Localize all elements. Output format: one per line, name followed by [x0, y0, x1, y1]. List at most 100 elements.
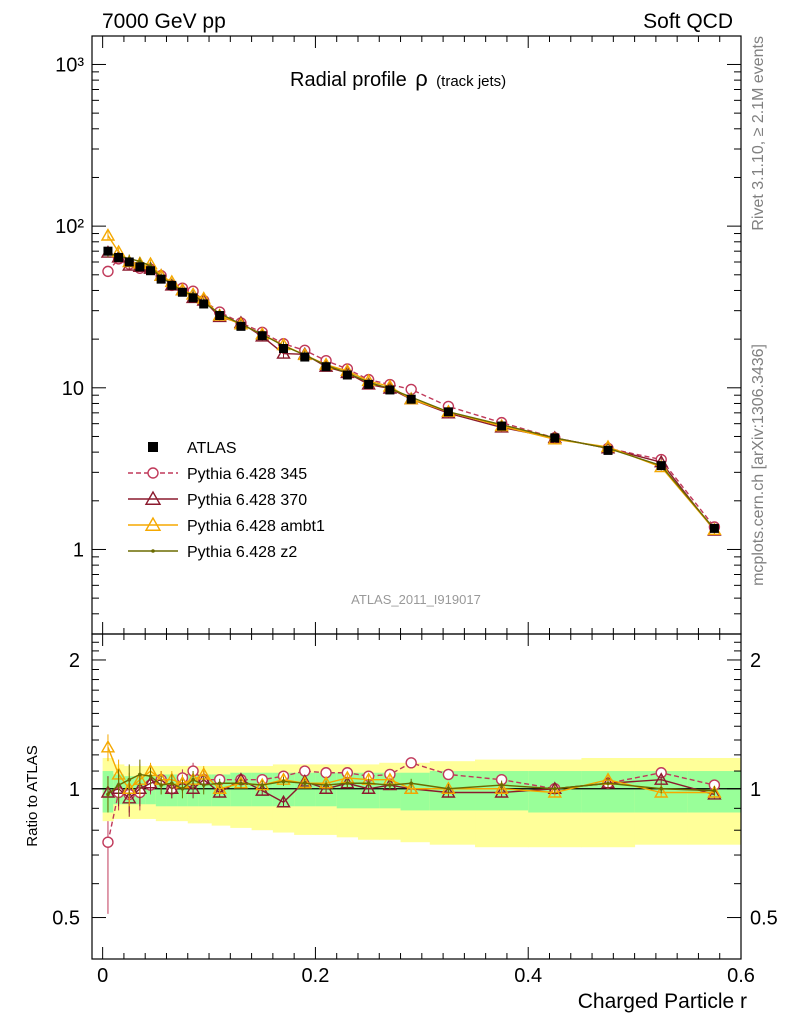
data-point: [135, 262, 145, 272]
data-point: [257, 331, 267, 341]
data-point: [106, 792, 110, 797]
data-point: [497, 421, 507, 431]
ratio-tick-label-left: 0.5: [52, 908, 80, 930]
y-tick-label: 10: [62, 378, 84, 400]
data-point: [151, 549, 155, 553]
data-point: [388, 783, 392, 787]
y-tick-label: 10³: [55, 54, 84, 76]
x-tick-label: 0.6: [727, 965, 755, 987]
data-point: [143, 775, 158, 789]
legend-entry: Pythia 6.428 345: [128, 466, 307, 483]
data-point: [102, 836, 114, 848]
data-point: [276, 794, 291, 808]
data-point: [446, 786, 451, 791]
data-point: [100, 228, 116, 241]
data-point: [405, 757, 417, 769]
main-panel: Radial profile ρ (track jets) ATLAS_2011…: [55, 35, 742, 635]
data-point: [138, 259, 142, 264]
data-point: [409, 781, 413, 786]
data-point: [103, 246, 113, 256]
data-point: [201, 783, 206, 787]
data-point: [321, 362, 331, 372]
data-point: [116, 783, 121, 787]
series-2: [100, 228, 722, 536]
legend-entry: Pythia 6.428 370: [128, 490, 307, 509]
data-point: [653, 785, 669, 798]
ratio-series-line: [107, 747, 715, 794]
data-point: [191, 777, 195, 782]
data-point: [217, 781, 222, 786]
data-point: [345, 781, 350, 786]
data-point: [606, 781, 610, 786]
data-point: [302, 781, 307, 786]
legend-label: Pythia 6.428 z2: [187, 544, 297, 561]
header-right: Soft QCD: [643, 10, 733, 33]
data-point: [188, 293, 198, 303]
x-axis-label: Charged Particle r: [578, 990, 747, 1013]
data-point: [547, 785, 563, 798]
data-point: [281, 779, 286, 784]
main-title-symbol: ρ: [415, 66, 428, 91]
legend-label: Pythia 6.428 ambt1: [187, 518, 325, 535]
legend-label: Pythia 6.428 345: [187, 466, 307, 483]
ratio-series-line: [107, 773, 715, 795]
data-point: [148, 774, 153, 778]
data-point: [707, 787, 722, 800]
data-point: [177, 287, 187, 297]
main-title: Radial profile ρ (track jets): [290, 66, 506, 91]
data-point: [553, 786, 557, 791]
data-point: [159, 783, 163, 787]
data-point: [406, 394, 416, 404]
data-point: [102, 265, 114, 278]
x-tick-label: 0: [97, 965, 108, 987]
data-point: [100, 739, 116, 753]
data-point: [236, 321, 246, 331]
ratio-ticks: 0 0.2 0.4 0.6 0.5 0.5 1 1 2 2: [52, 633, 778, 987]
data-point: [659, 786, 664, 791]
ratio-tick-label-right: 2: [750, 650, 761, 672]
series-line: [107, 235, 715, 531]
ratio-tick-label-right: 0.5: [750, 908, 778, 930]
main-ticks: 1 10 10² 10³: [55, 36, 742, 635]
data-point: [146, 266, 156, 276]
main-title-text: Radial profile: [290, 69, 407, 91]
legend-entry: Pythia 6.428 ambt1: [128, 516, 325, 535]
data-point: [147, 467, 159, 479]
ratio-series-3: [106, 759, 717, 813]
data-point: [169, 781, 174, 786]
data-point: [215, 311, 225, 321]
data-point: [603, 445, 613, 455]
y-tick-label: 1: [73, 539, 84, 561]
data-point: [324, 783, 328, 787]
data-point: [707, 785, 722, 798]
data-point: [443, 407, 453, 417]
legend-entry: ATLAS: [148, 440, 237, 457]
data-point: [361, 781, 376, 794]
data-point: [144, 490, 162, 505]
data-point: [156, 274, 166, 284]
data-point: [185, 781, 201, 794]
ratio-tick-label-right: 1: [750, 779, 761, 801]
data-point: [260, 783, 265, 787]
main-title-suffix: (track jets): [436, 73, 506, 90]
data-point: [127, 777, 132, 782]
data-point: [239, 781, 243, 786]
y-tick-label: 10²: [55, 216, 84, 238]
data-point: [124, 257, 134, 267]
data-point: [550, 433, 560, 443]
ratio-series: [100, 734, 722, 914]
data-point: [199, 299, 209, 309]
ratio-panel-frame: [91, 633, 742, 960]
ratio-tick-label-left: 2: [69, 650, 80, 672]
legend-entry: Pythia 6.428 z2: [128, 544, 297, 561]
band-inner: [294, 772, 316, 807]
data-point: [499, 783, 504, 787]
data-point: [385, 385, 395, 395]
ratio-tick-label-left: 1: [69, 779, 80, 801]
data-point: [366, 781, 371, 786]
legend-label: ATLAS: [187, 440, 237, 457]
legend: ATLAS Pythia 6.428 345 Pythia 6.428 370 Pyt…: [128, 440, 325, 561]
data-point: [442, 768, 455, 781]
data-point: [656, 461, 666, 471]
